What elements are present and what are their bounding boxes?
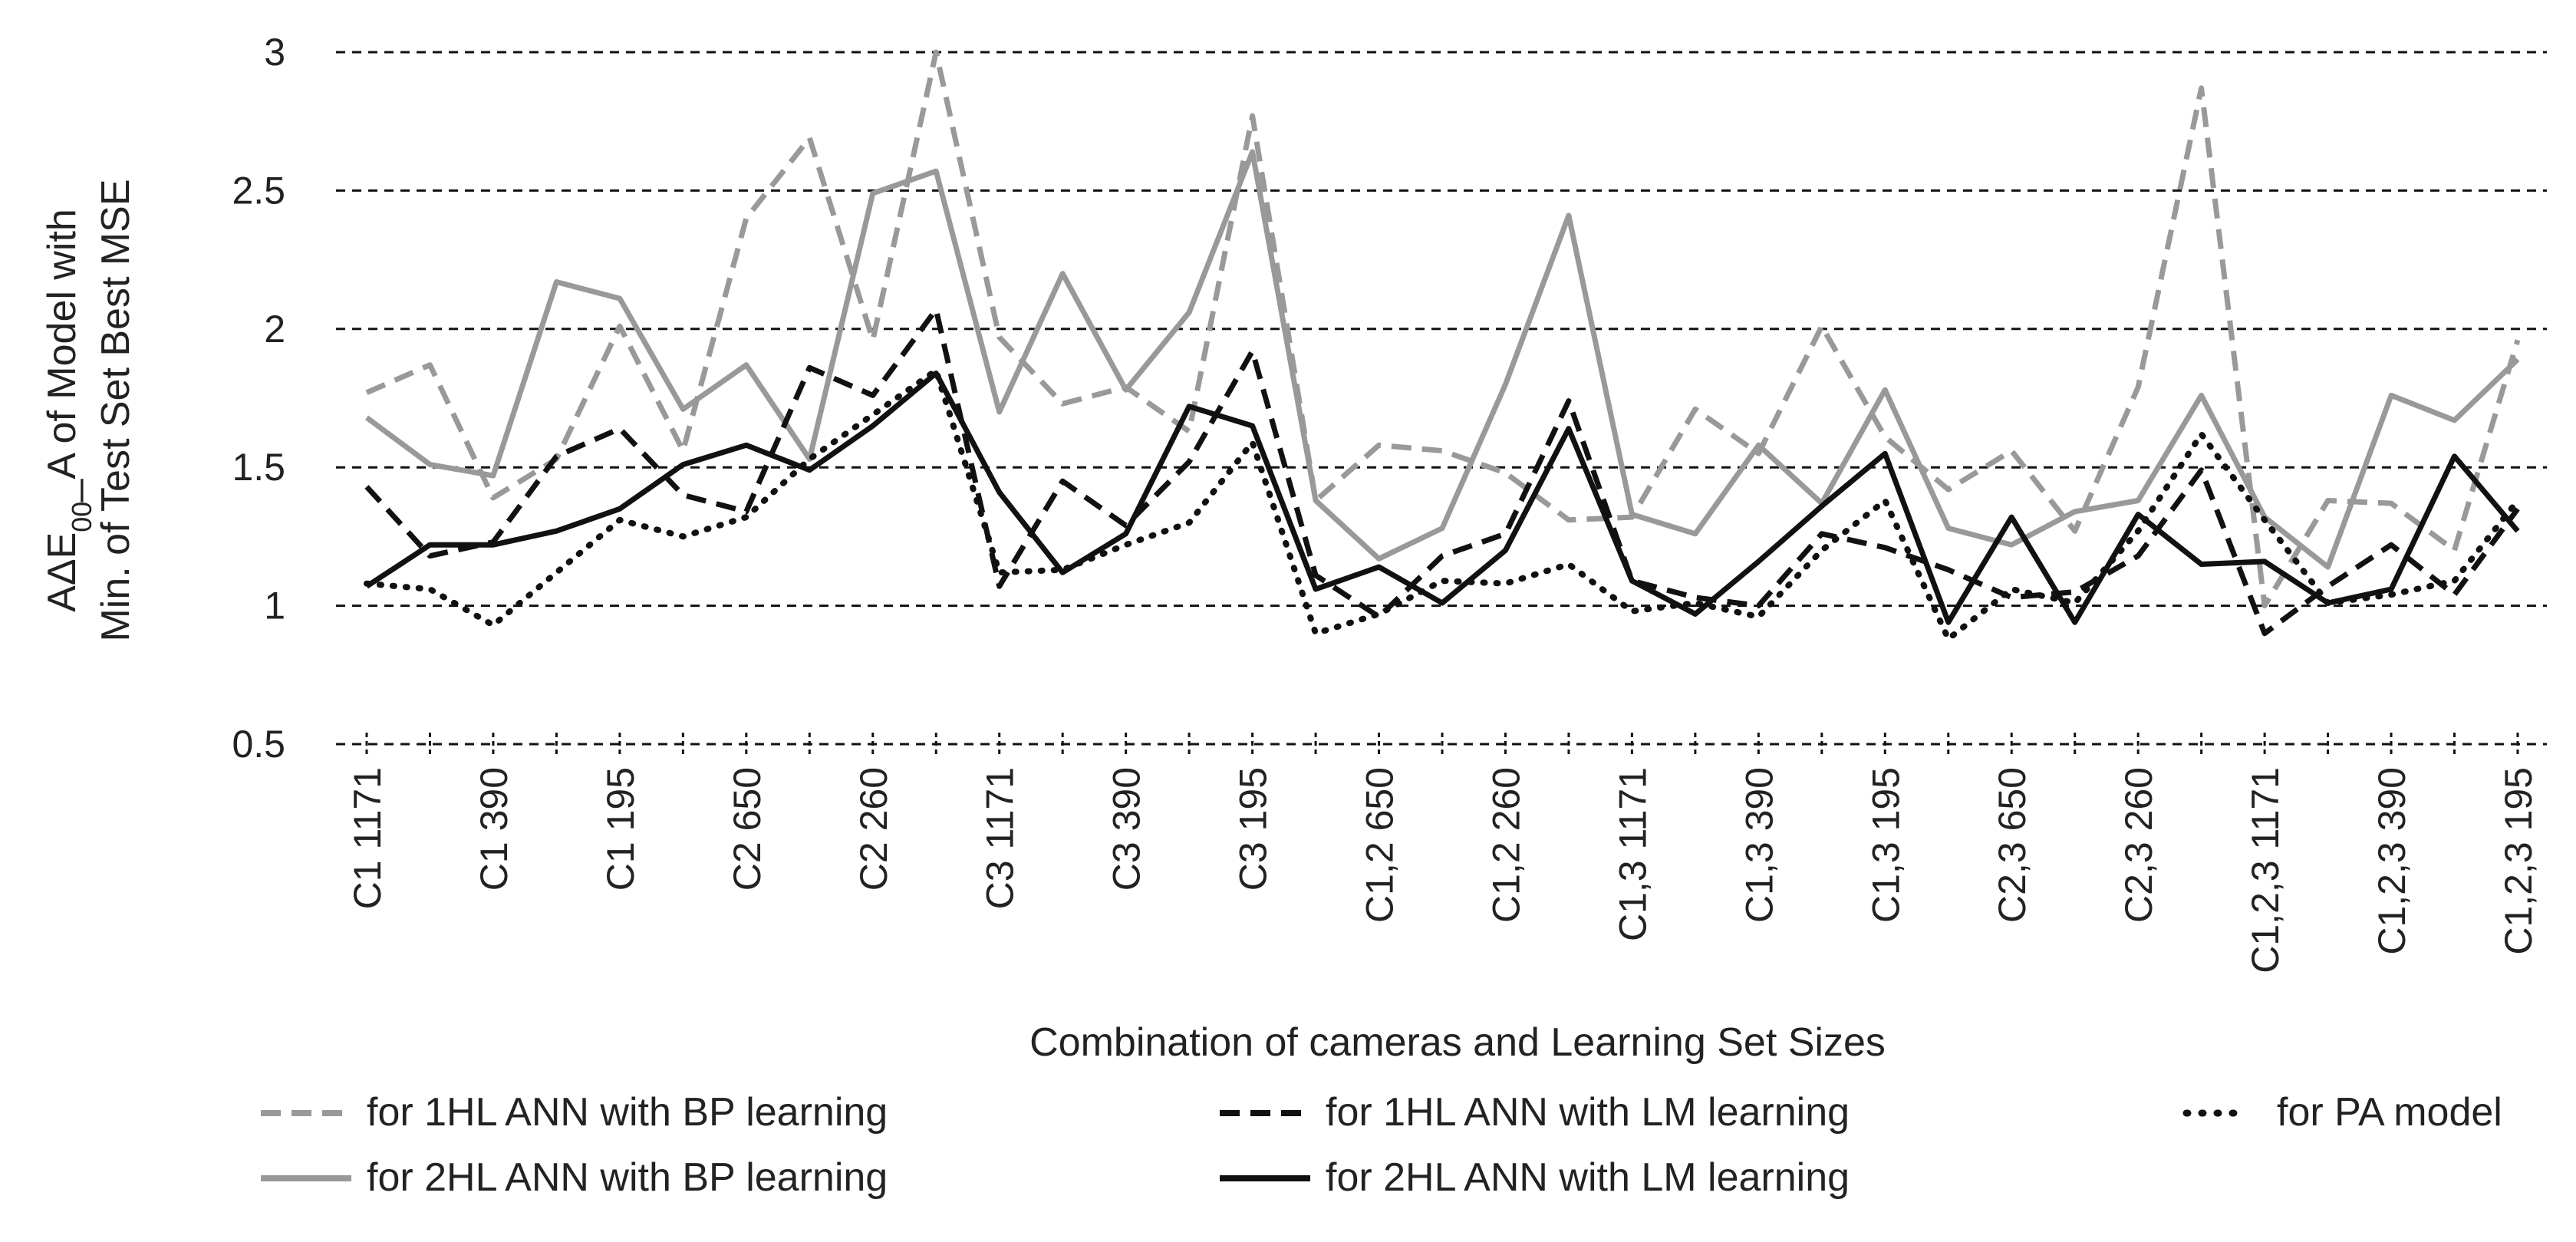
x-tick-label: C1,2 650 [1359,767,1402,923]
x-tick-label: C2,3 260 [2117,767,2160,923]
x-tick-label: C1 1171 [346,767,389,909]
x-tick-label: C1,3 1171 [1611,767,1654,941]
gridlines [336,51,2547,746]
y-axis-title: AΔE00_A of Model with Min. of Test Set B… [40,179,138,641]
legend-label-for-pa-model: for PA model [2277,1090,2502,1135]
x-tick-label: C1,2,3 195 [2497,767,2540,955]
legend-label-for-1hl-ann-with-bp-learning: for 1HL ANN with BP learning [367,1090,888,1135]
y-tick-label: 1.5 [232,446,285,489]
y-tick-label: 3 [264,31,285,74]
y-axis-tick-labels: 0.5 1 1.5 2 2.5 3 [232,31,285,766]
x-tick-label: C1 390 [473,767,516,891]
x-axis-title: Combination of cameras and Learning Set … [1029,1020,1886,1065]
series-line-for-pa-model [364,367,2521,642]
x-tick-label: C2 650 [726,767,769,891]
x-tick-label: C2,3 650 [1991,767,2034,923]
series-line-for-2hl-ann-with-bp-learning [364,149,2520,570]
legend-label-for-2hl-ann-with-lm-learning: for 2HL ANN with LM learning [1326,1155,1850,1200]
x-tick-label: C1,3 390 [1738,767,1780,923]
x-tick-label: C1,3 195 [1864,767,1907,923]
y-tick-label: 1 [264,585,285,628]
x-tick-label: C1 195 [599,767,642,891]
x-axis-ticks: C1 1171 C1 390 C1 195 C2 650 C2 260 C3 1171 C3… [346,733,2540,974]
x-tick-label: C1,2,3 390 [2370,767,2413,955]
legend-label-for-2hl-ann-with-bp-learning: for 2HL ANN with BP learning [367,1155,888,1200]
series-lines [364,49,2521,642]
y-axis-title-line-1: AΔE00_A of Model with [40,209,97,612]
series-line-for-2hl-ann-with-lm-learning [365,371,2520,625]
y-tick-label: 0.5 [232,723,285,766]
x-tick-label: C3 1171 [979,767,1022,909]
series-line-for-1hl-ann-with-lm-learning [364,307,2520,637]
x-tick-label: C2 260 [852,767,895,891]
x-tick-label: C1,2,3 1171 [2244,767,2287,974]
y-tick-label: 2.5 [232,169,285,212]
series-line-for-1hl-ann-with-bp-learning [365,49,2521,609]
x-tick-label: C3 195 [1232,767,1275,891]
y-tick-label: 2 [264,308,285,351]
legend: for 1HL ANN with BP learning for 1HL ANN … [261,1090,2502,1200]
x-tick-label: C3 390 [1105,767,1148,891]
y-axis-title-line-2: Min. of Test Set Best MSE [94,179,138,641]
legend-label-for-1hl-ann-with-lm-learning: for 1HL ANN with LM learning [1326,1090,1850,1135]
x-tick-label: C1,2 260 [1484,767,1527,923]
